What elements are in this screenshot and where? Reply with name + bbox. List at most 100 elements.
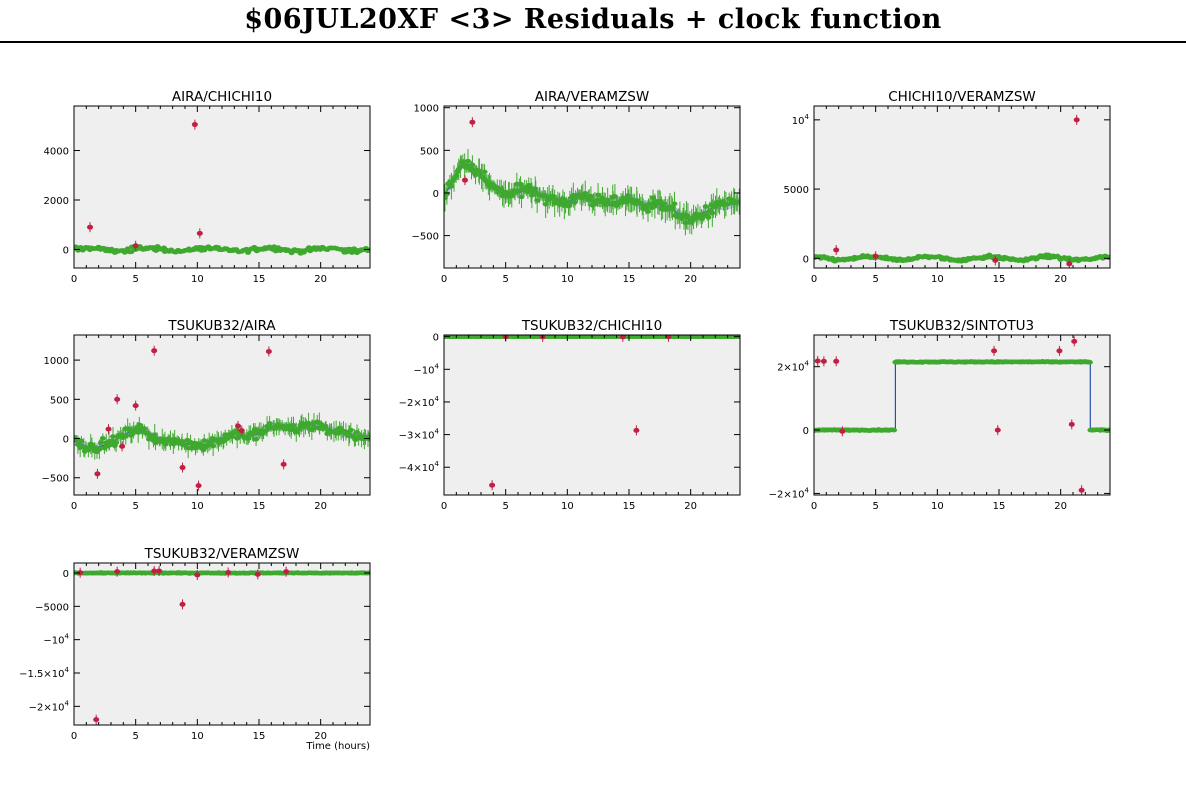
flagged-point xyxy=(994,427,1001,433)
y-tick-label: −2×104 xyxy=(29,699,70,713)
flagged-point xyxy=(469,119,476,125)
residual-point xyxy=(201,438,208,443)
x-tick-label: 5 xyxy=(872,274,878,285)
x-tick-label: 10 xyxy=(931,274,944,285)
flagged-point xyxy=(235,423,242,429)
residual-point xyxy=(365,434,370,440)
flagged-point xyxy=(238,428,245,434)
x-tick-label: 10 xyxy=(561,501,574,512)
flagged-point xyxy=(196,230,203,236)
flagged-point xyxy=(194,572,201,578)
y-tick-label: −500 xyxy=(42,474,69,485)
y-tick-label: 500 xyxy=(420,146,439,157)
flagged-point xyxy=(1078,487,1085,493)
residual-point xyxy=(651,203,658,209)
x-tick-label: 10 xyxy=(931,501,944,512)
x-tick-label: 20 xyxy=(684,274,697,285)
residual-point xyxy=(534,198,541,203)
residual-point xyxy=(661,201,668,207)
residual-point xyxy=(709,210,716,216)
x-tick-label: 10 xyxy=(191,731,204,742)
x-axis-label: Time (hours) xyxy=(305,741,370,752)
x-tick-label: 15 xyxy=(623,501,636,512)
x-tick-label: 5 xyxy=(132,274,138,285)
x-tick-label: 20 xyxy=(1054,501,1067,512)
flagged-point xyxy=(151,348,158,354)
residual-point xyxy=(476,169,483,174)
y-tick-label: 0 xyxy=(63,245,69,256)
flagged-point xyxy=(820,358,827,364)
good-residuals xyxy=(814,252,1110,264)
x-tick-label: 10 xyxy=(191,501,204,512)
y-tick-label: 500 xyxy=(50,395,69,406)
x-tick-label: 0 xyxy=(71,501,77,512)
x-tick-label: 5 xyxy=(132,501,138,512)
plot-area xyxy=(74,335,370,495)
x-tick-label: 5 xyxy=(502,501,508,512)
title-divider xyxy=(0,41,1186,43)
y-tick-label: −2×104 xyxy=(399,395,440,409)
flagged-point xyxy=(833,247,840,253)
residual-point xyxy=(266,421,273,426)
residual-point xyxy=(669,206,676,212)
flagged-residuals xyxy=(833,114,1080,268)
x-tick-label: 0 xyxy=(811,501,817,512)
page-title: $06JUL20XF <3> Residuals + clock functio… xyxy=(244,4,942,35)
x-tick-label: 20 xyxy=(1054,274,1067,285)
residual-point xyxy=(1086,360,1093,365)
y-tick-label: −104 xyxy=(43,633,69,647)
plot-area xyxy=(814,335,1110,495)
residual-point xyxy=(620,195,627,201)
residual-point xyxy=(91,445,98,450)
plot-area xyxy=(74,563,370,725)
flagged-point xyxy=(839,428,846,434)
flagged-point xyxy=(179,601,186,607)
flagged-point xyxy=(991,348,998,354)
good-residuals xyxy=(814,359,1110,433)
residual-point xyxy=(253,436,260,442)
plot-panel-tsukub32-sintotu3: 0 5 10 15 20 0 2×104 −2×104 TSUKUB32/SINTOTU3 xyxy=(769,318,1111,512)
flagged-point xyxy=(633,427,640,433)
flagged-point xyxy=(94,471,101,477)
y-tick-label: 2000 xyxy=(44,196,69,207)
residual-point xyxy=(599,195,606,201)
plot-title: CHICHI10/VERAMZSW xyxy=(888,89,1036,105)
residual-point xyxy=(671,201,678,207)
residual-point xyxy=(705,214,712,220)
residual-point xyxy=(595,192,602,198)
residual-point xyxy=(624,193,631,198)
plot-panel-tsukub32-chichi10: 0 5 10 15 20 0 −104 −2×104 −3×104 −4×104 TSUKUB32/… xyxy=(399,318,741,512)
y-tick-label: 1000 xyxy=(414,104,439,115)
x-tick-label: 10 xyxy=(561,274,574,285)
flagged-point xyxy=(179,465,186,471)
flagged-point xyxy=(156,568,163,574)
flagged-point xyxy=(280,461,287,467)
good-residuals xyxy=(444,149,740,236)
plot-title: TSUKUB32/SINTOTU3 xyxy=(889,318,1034,334)
residual-point xyxy=(481,169,488,175)
plot-title: TSUKUB32/VERAMZSW xyxy=(144,546,300,562)
flagged-point xyxy=(151,568,158,574)
residual-point xyxy=(591,201,598,207)
x-tick-label: 15 xyxy=(253,274,266,285)
flagged-point xyxy=(665,335,672,340)
x-tick-label: 10 xyxy=(191,274,204,285)
flagged-point xyxy=(114,396,121,402)
y-tick-label: −4×104 xyxy=(399,460,440,474)
residual-point xyxy=(290,423,297,428)
residual-point xyxy=(106,442,113,448)
y-tick-label: −1.5×104 xyxy=(19,666,69,680)
y-tick-label: 104 xyxy=(792,113,810,127)
flagged-point xyxy=(265,348,272,354)
x-tick-label: 15 xyxy=(993,274,1006,285)
flagged-point xyxy=(114,569,121,575)
flagged-point xyxy=(992,257,999,263)
residual-point xyxy=(644,209,651,214)
flagged-point xyxy=(195,483,202,489)
residual-point xyxy=(453,173,460,179)
flagged-point xyxy=(105,426,112,432)
residual-point xyxy=(263,428,270,433)
residual-point xyxy=(891,427,898,433)
plot-title: TSUKUB32/AIRA xyxy=(167,318,276,334)
